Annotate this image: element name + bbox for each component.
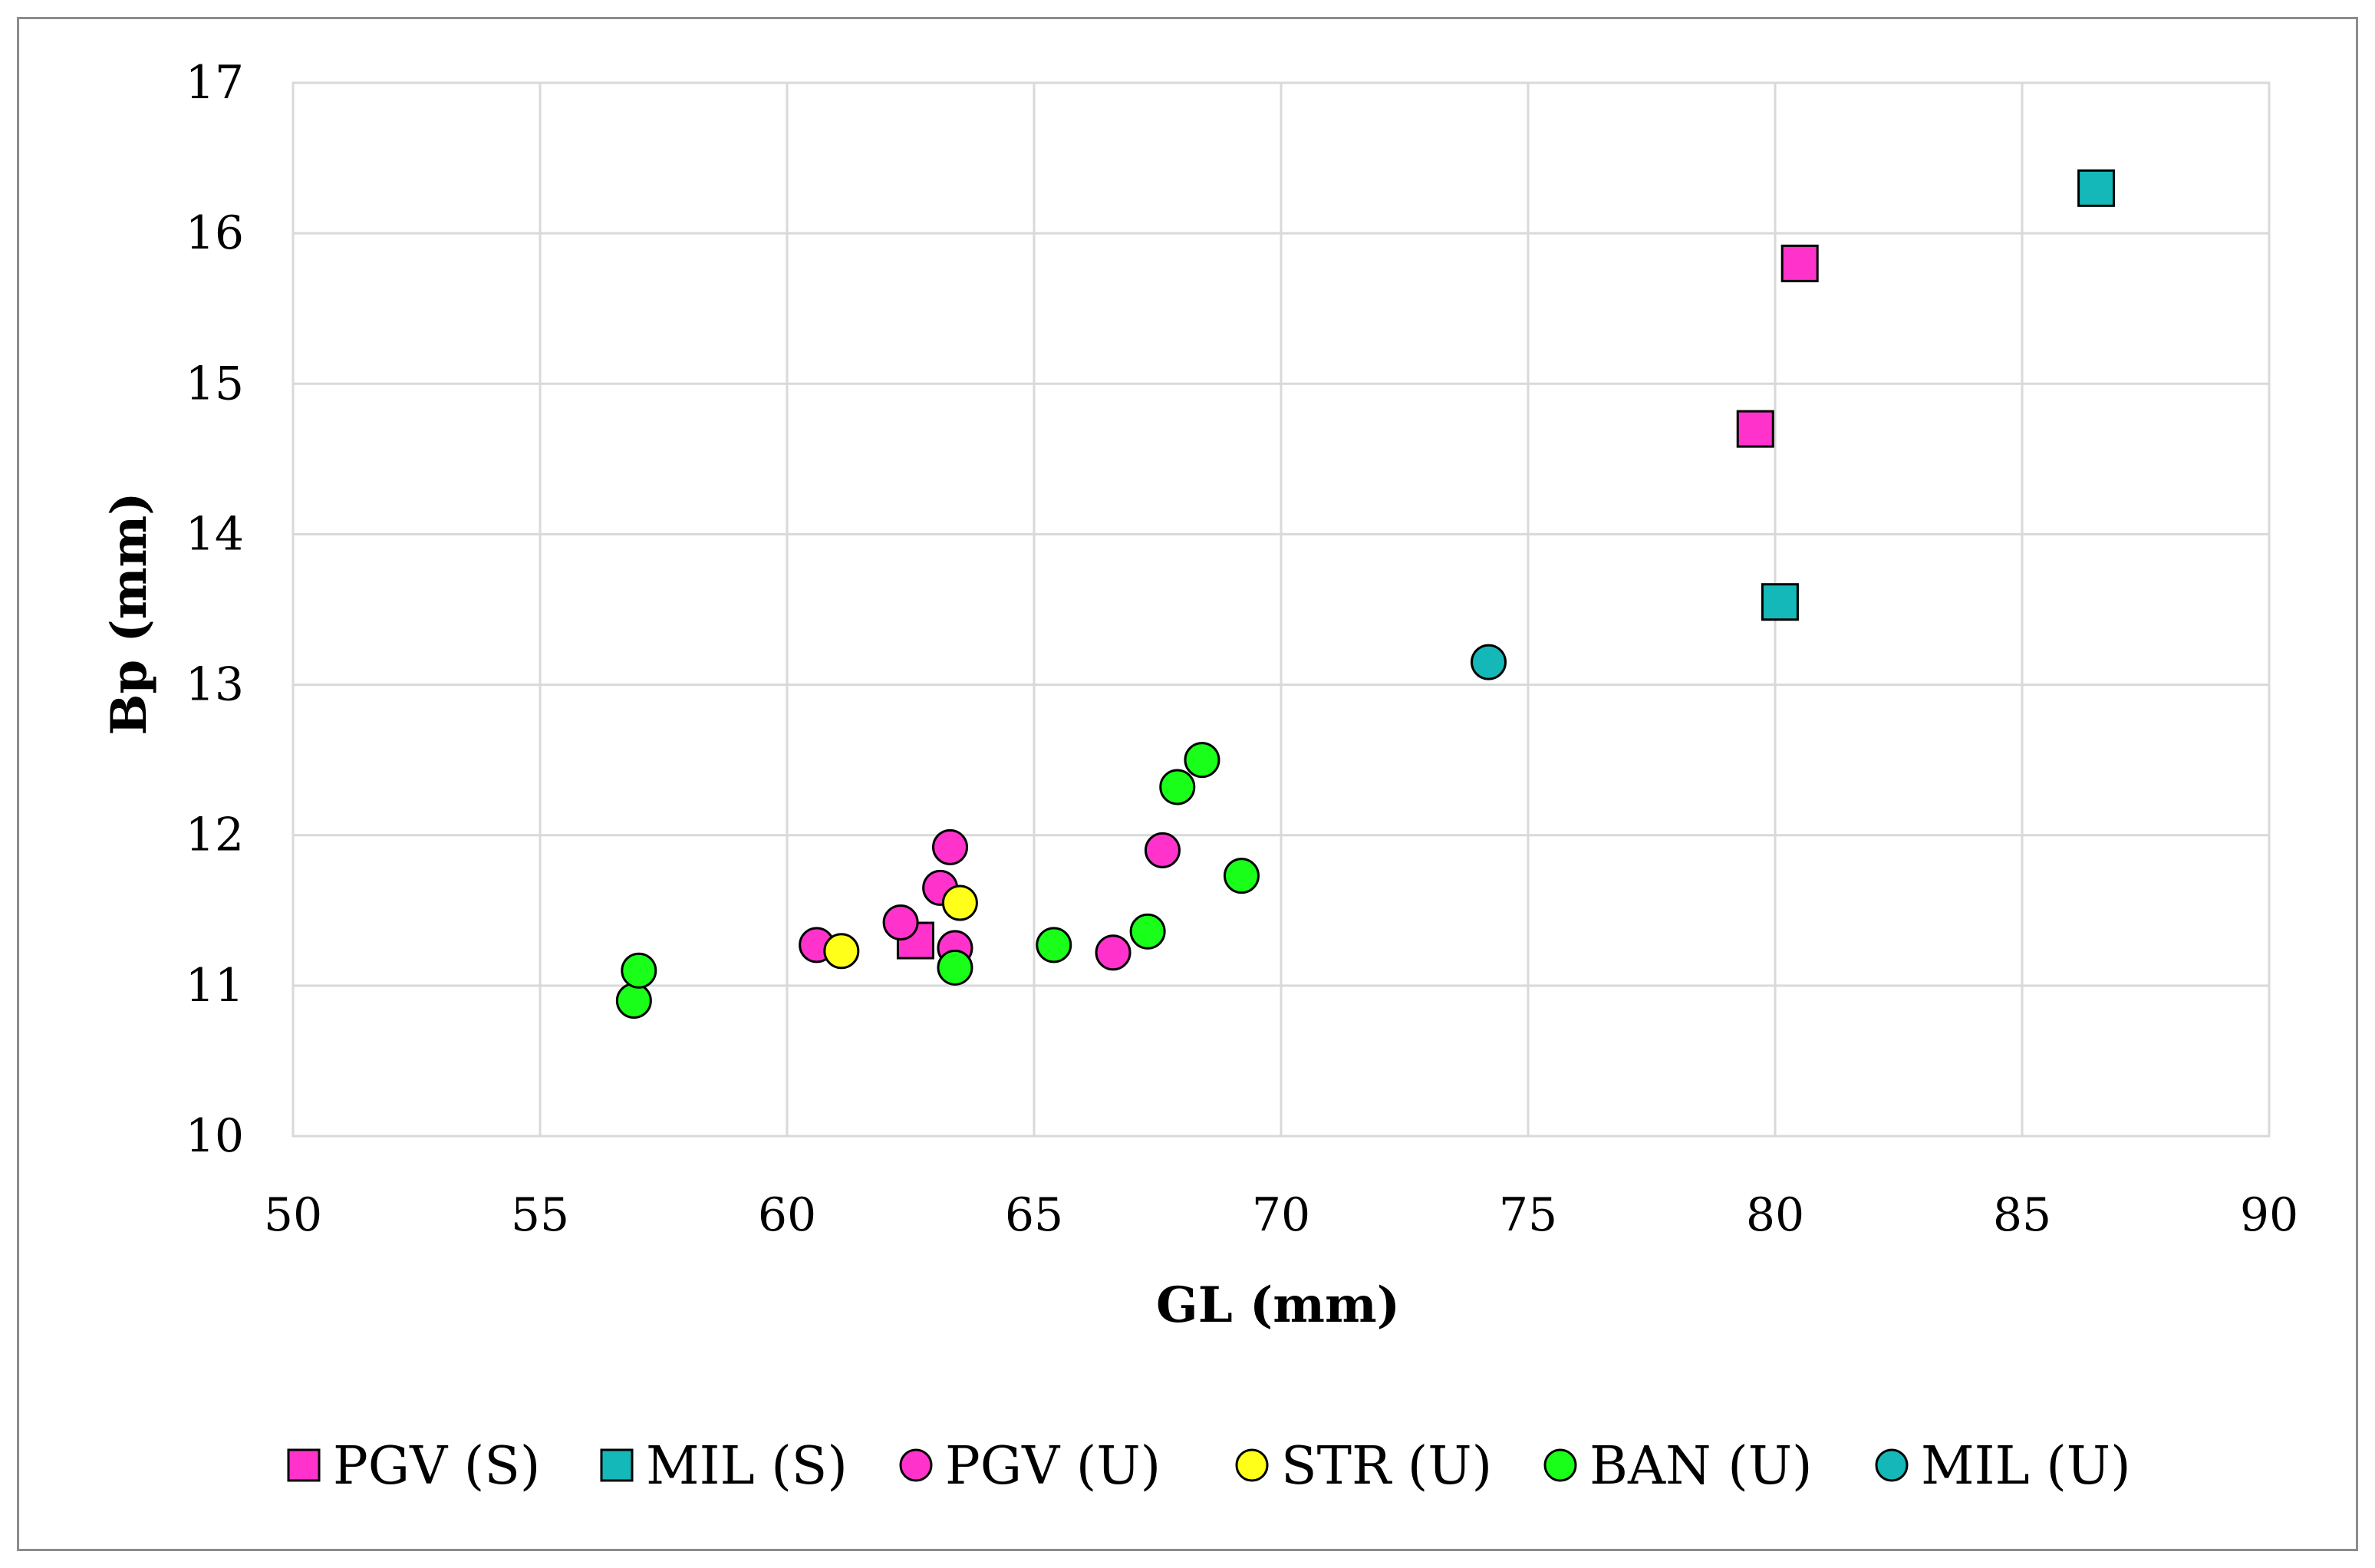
legend-marker bbox=[899, 1448, 933, 1482]
legend-marker bbox=[1235, 1448, 1269, 1482]
circle-point-pgv-u bbox=[1095, 934, 1132, 971]
y-tick-label: 12 bbox=[186, 809, 244, 862]
legend-label: BAN (U) bbox=[1589, 1436, 1813, 1497]
circle-point-ban-u bbox=[621, 952, 657, 989]
legend-label: PGV (S) bbox=[333, 1436, 540, 1497]
y-axis-title: Bp (mm) bbox=[100, 492, 158, 735]
data-points bbox=[615, 169, 2116, 1019]
square-point-pgv-s bbox=[1736, 410, 1774, 448]
legend-marker bbox=[1543, 1448, 1577, 1482]
legend-marker bbox=[600, 1448, 634, 1482]
legend-marker bbox=[1875, 1448, 1909, 1482]
legend: PGV (S) MIL (S) PGV (U) STR (U) BAN (U) MIL (… bbox=[287, 1436, 2131, 1497]
legend-label: STR (U) bbox=[1281, 1436, 1492, 1497]
y-tick-label: 10 bbox=[186, 1109, 244, 1163]
square-point-mil-s bbox=[2077, 169, 2116, 207]
x-axis-title: GL (mm) bbox=[1156, 1276, 1400, 1334]
circle-point-pgv-u bbox=[932, 828, 969, 865]
x-tick-label: 70 bbox=[1252, 1188, 1310, 1242]
circle-point-pgv-u bbox=[1144, 832, 1181, 868]
y-tick-label: 11 bbox=[186, 959, 244, 1013]
circle-point-ban-u bbox=[1036, 927, 1072, 964]
circle-point-ban-u bbox=[1129, 913, 1166, 950]
x-tick-label: 80 bbox=[1746, 1188, 1804, 1242]
circle-point-ban-u bbox=[937, 949, 973, 986]
circle-point-ban-u bbox=[1159, 769, 1196, 805]
circle-point-ban-u bbox=[1223, 858, 1260, 894]
x-tick-label: 90 bbox=[2240, 1188, 2298, 1242]
x-tick-label: 55 bbox=[511, 1188, 569, 1242]
legend-label: MIL (U) bbox=[1921, 1436, 2131, 1497]
y-tick-label: 15 bbox=[186, 357, 244, 410]
y-tick-label: 14 bbox=[186, 507, 244, 561]
circle-point-mil-u bbox=[1470, 644, 1507, 680]
legend-label: MIL (S) bbox=[646, 1436, 848, 1497]
circle-point-ban-u bbox=[615, 982, 652, 1019]
x-axis-ticks: 50 55 60 65 70 75 80 85 90 bbox=[264, 1188, 2298, 1242]
square-point-pgv-s bbox=[1780, 244, 1819, 282]
square-point-mil-s bbox=[1761, 583, 1799, 621]
legend-label: PGV (U) bbox=[945, 1436, 1161, 1497]
circle-point-pgv-u bbox=[882, 904, 919, 940]
plot-area-border bbox=[292, 81, 2271, 1138]
x-tick-label: 60 bbox=[758, 1188, 816, 1242]
y-tick-label: 17 bbox=[186, 56, 244, 110]
legend-marker bbox=[287, 1448, 321, 1482]
grid-lines bbox=[292, 81, 2271, 1138]
circle-point-str-u bbox=[823, 933, 860, 970]
y-axis-ticks: 10 11 12 13 14 15 16 17 bbox=[186, 56, 244, 1163]
x-tick-label: 75 bbox=[1499, 1188, 1557, 1242]
x-tick-label: 65 bbox=[1005, 1188, 1063, 1242]
chart-frame bbox=[17, 17, 2358, 1551]
x-tick-label: 85 bbox=[1993, 1188, 2051, 1242]
y-tick-label: 13 bbox=[186, 658, 244, 712]
circle-point-str-u bbox=[941, 884, 978, 921]
x-tick-label: 50 bbox=[264, 1188, 322, 1242]
y-tick-label: 16 bbox=[186, 206, 244, 260]
circle-point-ban-u bbox=[1184, 742, 1220, 779]
